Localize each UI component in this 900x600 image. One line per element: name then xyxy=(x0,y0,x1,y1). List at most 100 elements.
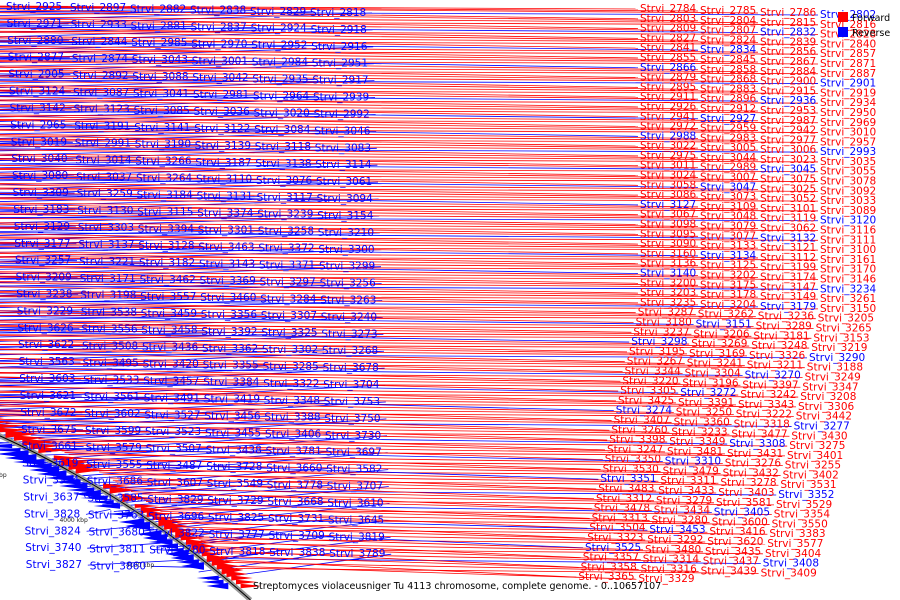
forward-gene-label: Strvi_3120 xyxy=(820,215,876,227)
reverse-gene-arrow xyxy=(66,487,95,493)
ruler-tick-label: 4100 kbp xyxy=(126,562,154,569)
reverse-gene-label: Strvi_3561 xyxy=(84,391,140,403)
forward-gene-arrow xyxy=(22,438,54,446)
reverse-label-leader xyxy=(0,332,324,342)
forward-gene-label: Strvi_3058 xyxy=(640,179,696,191)
ruler-ticks: 2900 kbp3000 kbp3100 kbp3200 kbp3300 kbp… xyxy=(0,472,154,569)
forward-gene-label: Strvi_2901 xyxy=(820,78,876,90)
forward-label-leader xyxy=(0,163,759,171)
forward-gene-label: Strvi_2936 xyxy=(760,95,817,107)
forward-gene-label: Strvi_3383 xyxy=(769,528,825,540)
forward-gene-label: Strvi_3035 xyxy=(820,156,876,168)
forward-gene-label: Strvi_3326 xyxy=(749,350,806,362)
forward-gene-arrow xyxy=(122,493,149,503)
reverse-gene-label: Strvi_3555 xyxy=(86,459,142,471)
forward-label-leader xyxy=(0,400,674,414)
forward-label-leader xyxy=(0,50,819,55)
forward-gene-label: Strvi_2988 xyxy=(640,130,696,142)
reverse-label-leader xyxy=(0,426,84,431)
forward-gene-label: Strvi_3005 xyxy=(700,142,756,154)
forward-label-leader xyxy=(82,461,599,480)
forward-gene-label: Strvi_3161 xyxy=(820,254,876,266)
forward-label-leader xyxy=(0,184,639,196)
reverse-gene-label: Strvi_3014 xyxy=(75,154,132,166)
reverse-gene-label: Strvi_3110 xyxy=(196,174,252,186)
forward-gene-label: Strvi_3531 xyxy=(780,479,836,491)
forward-label-leader xyxy=(0,223,639,235)
reverse-gene-label: Strvi_3129 xyxy=(14,221,70,233)
reverse-gene-label: Strvi_3191 xyxy=(74,121,130,133)
reverse-gene-label: Strvi_2881 xyxy=(131,20,187,32)
forward-gene-label: Strvi_2804 xyxy=(700,15,757,27)
forward-gene-label: Strvi_3255 xyxy=(785,460,841,472)
forward-gene-label: Strvi_2896 xyxy=(700,93,757,105)
forward-label-leader xyxy=(0,79,819,84)
forward-gene-arrow xyxy=(53,455,83,461)
forward-gene-label: Strvi_3119 xyxy=(760,213,816,225)
forward-gene-label: Strvi_3134 xyxy=(700,250,757,262)
forward-label-leader xyxy=(38,438,666,453)
forward-gene-label: Strvi_3175 xyxy=(700,279,756,291)
forward-label-leader xyxy=(0,331,630,343)
forward-label-leader xyxy=(0,418,670,433)
reverse-gene-label: Strvi_3495 xyxy=(83,357,139,369)
forward-gene-label: Strvi_2802 xyxy=(820,9,876,21)
reverse-gene-label: Strvi_3860 xyxy=(90,560,146,572)
reverse-gene-arrow xyxy=(51,479,81,485)
reverse-gene-label: Strvi_3141 xyxy=(134,122,190,134)
forward-gene-label: Strvi_3236 xyxy=(758,311,815,323)
reverse-gene-label: Strvi_3780 xyxy=(149,545,205,557)
forward-gene-label: Strvi_3365 xyxy=(578,571,634,583)
reverse-gene-label: Strvi_3563 xyxy=(19,356,75,368)
forward-gene-label: Strvi_3109 xyxy=(700,201,756,213)
reverse-gene-label: Strvi_3187 xyxy=(195,157,251,169)
forward-gene-label: Strvi_3318 xyxy=(734,418,790,430)
forward-gene-label: Strvi_3044 xyxy=(700,152,757,164)
forward-label-leader xyxy=(0,310,756,318)
forward-gene-label: Strvi_3090 xyxy=(640,238,696,250)
reverse-gene-label: Strvi_3622 xyxy=(18,339,74,351)
forward-gene-label: Strvi_3277 xyxy=(794,420,850,432)
forward-gene-label: Strvi_3149 xyxy=(760,291,816,303)
reverse-gene-label: Strvi_3182 xyxy=(139,257,195,269)
forward-label-leader xyxy=(0,159,699,169)
forward-label-leader xyxy=(140,497,652,512)
forward-label-leader xyxy=(0,262,639,274)
forward-label-leader xyxy=(0,282,639,294)
reverse-label-leader xyxy=(0,381,206,386)
forward-label-leader xyxy=(0,22,699,31)
reverse-gene-label: Strvi_3456 xyxy=(204,410,261,422)
forward-label-leader xyxy=(154,507,650,521)
reverse-label-leader xyxy=(0,377,82,380)
reverse-label-leader xyxy=(0,418,387,444)
forward-label-leader xyxy=(0,413,610,431)
reverse-gene-label: Strvi_3264 xyxy=(136,173,193,185)
forward-gene-label: Strvi_3350 xyxy=(605,454,661,466)
reverse-label-leader xyxy=(0,317,383,330)
reverse-label-leader xyxy=(0,228,200,232)
forward-gene-arrow xyxy=(38,446,69,454)
forward-label-leader xyxy=(0,71,699,80)
reverse-gene-label: Strvi_3210 xyxy=(318,227,374,239)
forward-gene-label: Strvi_3111 xyxy=(820,234,876,246)
forward-gene-arrow xyxy=(0,420,13,424)
forward-gene-label: Strvi_3170 xyxy=(820,264,876,276)
reverse-label-leader xyxy=(0,160,138,162)
reverse-gene-label: Strvi_3238 xyxy=(16,289,72,301)
reverse-gene-label: Strvi_3533 xyxy=(83,374,139,386)
forward-label-leader xyxy=(0,305,819,310)
reverse-gene-label: Strvi_3001 xyxy=(192,55,248,67)
reverse-gene-arrow xyxy=(0,447,21,453)
forward-gene-label: Strvi_2895 xyxy=(640,81,696,93)
forward-label-leader xyxy=(0,143,759,151)
forward-label-leader xyxy=(160,510,588,529)
forward-label-leader xyxy=(0,330,752,337)
reverse-gene-label: Strvi_3371 xyxy=(259,259,315,271)
forward-gene-label: Strvi_2832 xyxy=(760,27,816,39)
forward-label-leader xyxy=(225,559,577,578)
forward-label-leader xyxy=(130,491,592,510)
forward-label-leader xyxy=(0,241,759,249)
forward-gene-label: Strvi_3402 xyxy=(783,469,839,481)
reverse-gene-label: Strvi_3114 xyxy=(315,159,372,171)
reverse-label-leader xyxy=(0,144,197,148)
